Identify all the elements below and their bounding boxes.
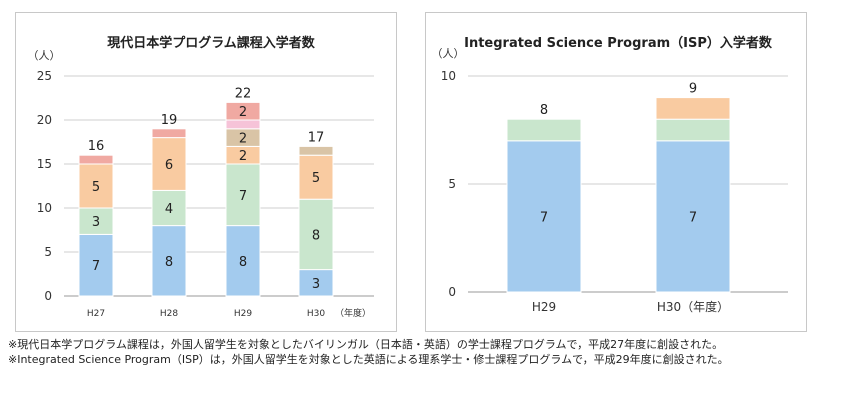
segment-data-label: 6 bbox=[165, 158, 173, 173]
y-tick-label: 20 bbox=[37, 113, 52, 127]
footnote-2: ※Integrated Science Program（ISP）は，外国人留学生… bbox=[8, 353, 729, 366]
x-unit-label: （年度） bbox=[335, 307, 371, 319]
bar-segment bbox=[298, 198, 334, 271]
segment-data-label: 5 bbox=[312, 171, 320, 186]
y-tick-label: 0 bbox=[448, 285, 456, 299]
bar-segment bbox=[78, 207, 114, 235]
bar-segment bbox=[298, 154, 334, 200]
bar-segment bbox=[506, 118, 582, 142]
segment-data-label: 7 bbox=[239, 189, 247, 204]
bar-segment bbox=[506, 140, 582, 293]
segment-data-label: 2 bbox=[239, 105, 247, 120]
footnote-1: ※現代日本学プログラム課程は，外国人留学生を対象としたバイリンガル（日本語・英語… bbox=[8, 338, 724, 351]
x-tick-label: H27 bbox=[87, 309, 105, 319]
bar-segment bbox=[151, 137, 187, 191]
segment-data-label: 7 bbox=[92, 259, 100, 274]
chart-panel-isp: Integrated Science Program（ISP）入学者数 （人） 0 5… bbox=[425, 12, 807, 332]
chart-isp: Integrated Science Program（ISP）入学者数（人） 0 5… bbox=[432, 35, 788, 314]
x-tick-label: H28 bbox=[160, 309, 178, 319]
segment-data-label: 7 bbox=[540, 210, 548, 225]
footnotes: ※現代日本学プログラム課程は，外国人留学生を対象としたバイリンガル（日本語・英語… bbox=[8, 338, 848, 368]
total-data-label: 8 bbox=[540, 103, 548, 118]
total-data-label: 16 bbox=[88, 139, 105, 154]
chart-panel-jp-program: 現代日本学プログラム課程入学者数 （人） 0 5 10 15 20 25 7 3 5 16 H27 8 4 6… bbox=[15, 12, 397, 332]
segment-data-label: 7 bbox=[689, 210, 697, 225]
chart-title: Integrated Science Program（ISP）入学者数 bbox=[464, 35, 773, 51]
y-tick-label: 5 bbox=[448, 177, 456, 191]
segment-data-label: 4 bbox=[165, 202, 173, 217]
chart-jp-program: 現代日本学プログラム課程入学者数（人）051015202573516H27846… bbox=[28, 35, 374, 319]
total-data-label: 17 bbox=[308, 130, 325, 145]
bar-segment bbox=[655, 140, 731, 293]
y-unit-label: （人） bbox=[432, 47, 465, 60]
bar-segment bbox=[225, 101, 261, 121]
y-tick-label: 10 bbox=[441, 69, 456, 83]
y-unit-label: （人） bbox=[28, 49, 61, 62]
segment-data-label: 3 bbox=[312, 277, 320, 292]
segment-data-label: 8 bbox=[165, 255, 173, 270]
x-tick-label: H29 bbox=[234, 309, 252, 319]
segment-data-label: 3 bbox=[92, 215, 100, 230]
x-tick-label: H30 bbox=[307, 309, 325, 319]
segment-data-label: 5 bbox=[92, 180, 100, 195]
bar-segment bbox=[151, 128, 187, 139]
bar-segment bbox=[78, 154, 114, 165]
bar-segment bbox=[151, 189, 187, 227]
total-data-label: 9 bbox=[689, 82, 697, 97]
bar-segment bbox=[655, 118, 731, 142]
y-tick-label: 15 bbox=[37, 157, 52, 171]
bar-segment bbox=[655, 97, 731, 120]
bar-segment bbox=[225, 163, 261, 227]
bar-segment bbox=[225, 225, 261, 297]
segment-data-label: 8 bbox=[312, 228, 320, 243]
total-data-label: 19 bbox=[161, 113, 178, 128]
total-data-label: 22 bbox=[235, 86, 252, 101]
x-tick-label: H30（年度） bbox=[657, 299, 729, 314]
y-tick-label: 5 bbox=[44, 245, 52, 259]
bar-segment bbox=[298, 145, 334, 156]
chart-title: 現代日本学プログラム課程入学者数 bbox=[107, 35, 316, 51]
y-tick-label: 10 bbox=[37, 201, 52, 215]
y-tick-label: 25 bbox=[37, 69, 52, 83]
segment-data-label: 2 bbox=[239, 132, 247, 147]
segment-data-label: 2 bbox=[239, 149, 247, 164]
bar-segment bbox=[225, 119, 261, 130]
bar-segment bbox=[78, 163, 114, 209]
segment-data-label: 8 bbox=[239, 255, 247, 270]
bar-segment bbox=[78, 233, 114, 297]
x-tick-label: H29 bbox=[532, 300, 556, 314]
y-tick-label: 0 bbox=[44, 289, 52, 303]
